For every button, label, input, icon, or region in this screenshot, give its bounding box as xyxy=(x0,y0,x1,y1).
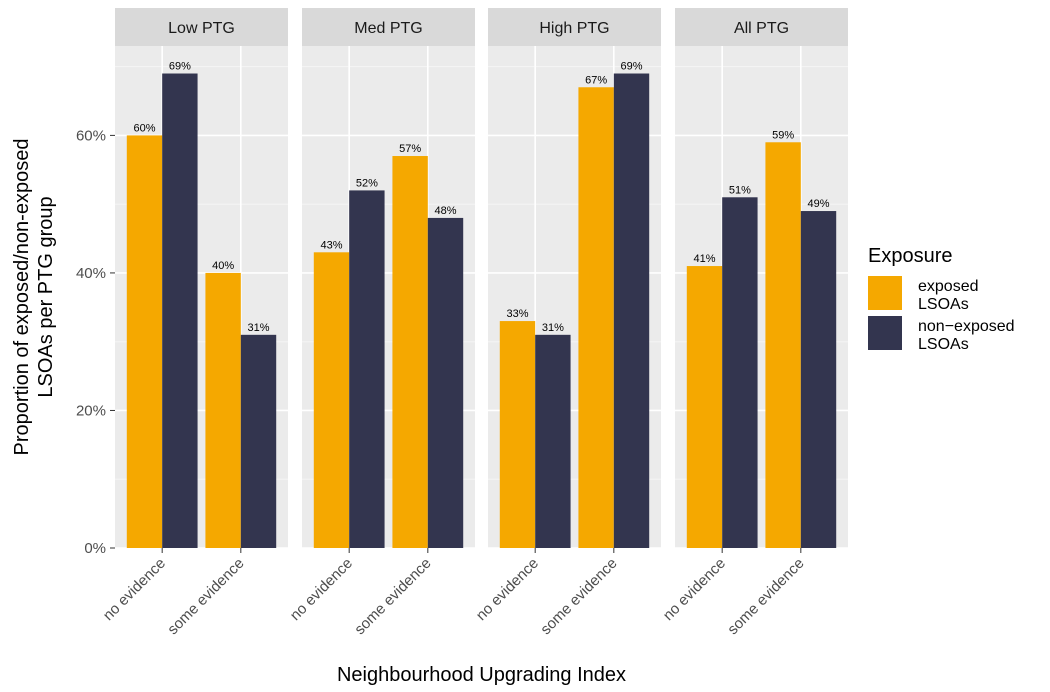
bar xyxy=(499,321,536,548)
bar-value-label: 40% xyxy=(212,260,234,272)
y-tick-label: 60% xyxy=(76,127,106,144)
y-axis-title-line-1: Proportion of exposed/non-exposed xyxy=(11,139,33,456)
bar xyxy=(126,135,163,548)
y-tick-label: 40% xyxy=(76,265,106,282)
y-tick-label: 0% xyxy=(84,540,106,557)
bar xyxy=(349,190,385,549)
x-tick-label: some evidence xyxy=(351,555,434,638)
facet-title: Low PTG xyxy=(168,20,235,37)
bar-value-label: 59% xyxy=(772,129,794,141)
bar xyxy=(613,73,650,549)
bar xyxy=(240,334,277,548)
bar xyxy=(162,73,198,549)
bar-value-label: 69% xyxy=(620,61,642,73)
legend-key xyxy=(868,276,902,310)
legend-title: Exposure xyxy=(868,245,953,267)
x-tick-label: no evidence xyxy=(473,555,542,624)
bar-value-label: 49% xyxy=(807,198,829,210)
bar-value-label: 33% xyxy=(506,308,528,320)
legend-label-line-1: exposed xyxy=(918,278,979,295)
bar-value-label: 41% xyxy=(693,253,715,265)
y-axis-title-line-2: LSOAs per PTG group xyxy=(35,196,57,397)
facet-title: Med PTG xyxy=(354,20,422,37)
x-tick-label: some evidence xyxy=(724,555,807,638)
facet-strip xyxy=(115,8,288,46)
bar xyxy=(313,252,350,548)
bar-value-label: 52% xyxy=(356,177,378,189)
bar-value-label: 60% xyxy=(133,122,155,134)
facet-title: All PTG xyxy=(734,20,789,37)
bar xyxy=(392,156,428,548)
bar-value-label: 51% xyxy=(729,184,751,196)
bar xyxy=(722,197,758,549)
facet-strip xyxy=(488,8,661,46)
bar xyxy=(800,211,837,549)
legend-label-line-1: non−exposed xyxy=(918,318,1015,335)
bar xyxy=(427,217,464,549)
x-tick-label: no evidence xyxy=(100,555,169,624)
bar-value-label: 57% xyxy=(399,143,421,155)
bar-value-label: 69% xyxy=(169,61,191,73)
legend-key xyxy=(868,316,902,350)
y-tick-label: 20% xyxy=(76,402,106,419)
legend-label-line-2: LSOAs xyxy=(918,296,969,313)
bar xyxy=(765,142,801,548)
x-tick-label: some evidence xyxy=(164,555,247,638)
facet-strip xyxy=(302,8,475,46)
x-tick-label: no evidence xyxy=(287,555,356,624)
bar-value-label: 67% xyxy=(585,74,607,86)
bar xyxy=(578,87,614,548)
facet-title: High PTG xyxy=(539,20,609,37)
bar xyxy=(535,334,571,548)
x-tick-label: no evidence xyxy=(660,555,729,624)
bar-value-label: 43% xyxy=(320,239,342,251)
bar-value-label: 31% xyxy=(542,322,564,334)
legend-label-line-2: LSOAs xyxy=(918,336,969,353)
bar xyxy=(205,272,241,548)
x-axis-title: Neighbourhood Upgrading Index xyxy=(337,664,626,686)
bar xyxy=(686,266,723,548)
bar-value-label: 31% xyxy=(247,322,269,334)
bar-value-label: 48% xyxy=(434,205,456,217)
facet-strip xyxy=(675,8,848,46)
x-tick-label: some evidence xyxy=(537,555,620,638)
